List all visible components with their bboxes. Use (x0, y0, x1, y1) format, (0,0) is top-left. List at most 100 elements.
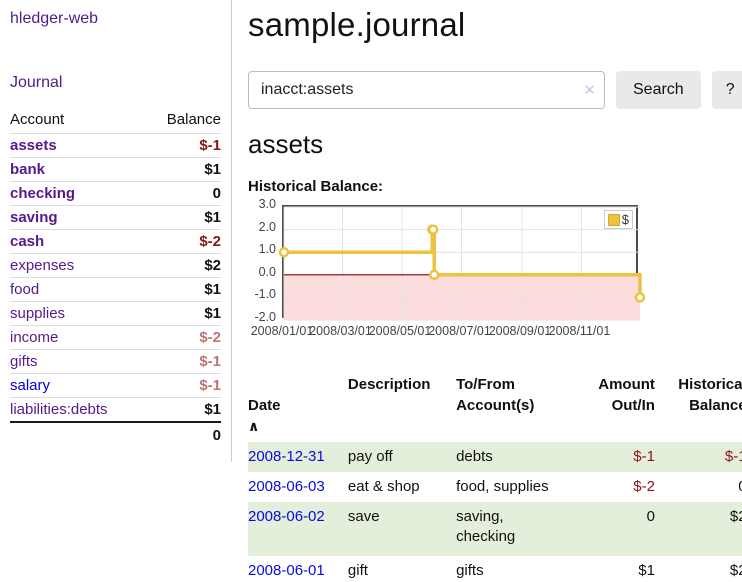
account-heading: assets (248, 129, 324, 159)
transaction-row[interactable]: 2008-06-03 eat & shop food, supplies $-20 (248, 472, 742, 502)
legend-label: $ (621, 212, 629, 227)
account-link[interactable]: assets (10, 137, 57, 154)
main-content: sample.journal ✕ Search ? assets Histori… (232, 0, 742, 582)
x-axis-tick: 2008/11/01 (548, 324, 611, 338)
y-axis-tick: -2.0 (254, 310, 276, 324)
register-header-row: Date ∧ Description To/From Account(s) Am… (248, 371, 742, 442)
y-axis-tick: 0.0 (258, 264, 276, 279)
transaction-accounts: gifts (456, 562, 484, 579)
x-axis-tick: 2008/09/01 (488, 324, 552, 338)
legend-swatch (607, 213, 620, 226)
account-balance: $2 (145, 253, 221, 278)
chart-x-axis: 2008/01/01 2008/03/01 2008/05/01 2008/07/01… (251, 324, 638, 342)
accounts-balance-table: Account Balance assets $-1 bank $1 checking 0… (10, 108, 221, 448)
account-link[interactable]: income (10, 329, 59, 346)
transaction-amount: $-2 (633, 478, 655, 495)
transaction-row[interactable]: 2008-06-01 gift gifts $1 $2 (248, 556, 742, 582)
accounts-header-balance: Balance (166, 111, 221, 128)
register-table: Date ∧ Description To/From Account(s) Am… (248, 371, 742, 582)
account-link[interactable]: checking (10, 185, 76, 202)
transaction-description: eat & shop (347, 478, 420, 495)
transaction-accounts: debts (456, 448, 493, 465)
x-axis-tick: 2008/07/01 (428, 324, 491, 338)
account-row: income $-2 (10, 325, 221, 350)
search-button[interactable]: Search (616, 71, 701, 109)
transaction-accounts: saving, checking (456, 508, 516, 545)
clear-search-icon[interactable]: ✕ (583, 82, 596, 99)
y-axis-tick: 2.0 (258, 219, 276, 234)
register-header-accounts: To/From Account(s) (456, 376, 535, 414)
transaction-date-link[interactable]: 2008-12-31 (248, 448, 325, 465)
account-link[interactable]: gifts (10, 353, 38, 370)
search-input-wrap: ✕ (248, 71, 605, 109)
transaction-description: pay off (347, 448, 393, 465)
search-input[interactable] (248, 71, 605, 109)
transaction-balance: $2 (729, 508, 742, 525)
account-row: gifts $-1 (10, 349, 221, 374)
account-link[interactable]: saving (10, 209, 58, 226)
register-header-date[interactable]: Date ∧ (248, 397, 281, 434)
sort-ascending-icon: ∧ (248, 418, 260, 434)
transaction-description: gift (347, 562, 368, 579)
account-balance: $-1 (145, 349, 221, 374)
account-balance: $1 (145, 277, 221, 302)
accounts-total-row: 0 (10, 421, 221, 448)
app-title-link[interactable]: hledger-web (10, 10, 99, 27)
account-balance: $-1 (145, 373, 221, 398)
transaction-row[interactable]: 2008-12-31 pay off debts $-1 $-1 (248, 442, 742, 472)
transaction-date-link[interactable]: 2008-06-03 (248, 478, 325, 495)
sidebar: hledger-web Journal Account Balance asse… (0, 0, 232, 462)
account-row: liabilities:debts $1 (10, 397, 221, 422)
transaction-description: save (347, 508, 380, 525)
x-axis-tick: 2008/03/01 (309, 324, 372, 338)
account-balance: 0 (145, 181, 221, 206)
transaction-date-link[interactable]: 2008-06-02 (248, 508, 325, 525)
transaction-date-link[interactable]: 2008-06-01 (248, 562, 325, 579)
register-header-description: Description (347, 376, 431, 393)
account-link[interactable]: liabilities:debts (10, 401, 108, 418)
account-row: expenses $2 (10, 253, 221, 278)
transaction-row[interactable]: 2008-06-02 save saving, checking 0 $2 (248, 502, 742, 556)
transaction-amount: $-1 (633, 448, 655, 465)
transaction-balance: $2 (729, 562, 742, 579)
account-balance: $1 (145, 397, 221, 422)
search-form: ✕ Search ? (248, 71, 742, 109)
register-header-balance: Historical Balance (678, 376, 742, 414)
transaction-balance: 0 (657, 472, 742, 502)
account-row: bank $1 (10, 157, 221, 182)
account-link[interactable]: bank (10, 161, 46, 178)
account-row: cash $-2 (10, 229, 221, 254)
transaction-amount: 0 (646, 508, 655, 525)
x-axis-tick: 2008/05/01 (368, 324, 432, 338)
account-balance: $-2 (145, 229, 221, 254)
account-row: assets $-1 (10, 133, 221, 158)
sidebar-item-journal[interactable]: Journal (10, 74, 63, 91)
transaction-balance: $-1 (724, 448, 742, 465)
account-link[interactable]: salary (10, 377, 51, 394)
account-balance: $-1 (145, 133, 221, 158)
accounts-total-spacer (10, 421, 146, 448)
account-link[interactable]: supplies (10, 305, 66, 322)
account-balance: $-2 (145, 325, 221, 350)
account-link[interactable]: expenses (10, 257, 75, 274)
account-row: food $1 (10, 277, 221, 302)
x-axis-tick: 2008/01/01 (250, 324, 314, 338)
account-row: salary $-1 (10, 373, 221, 398)
chart-title: Historical Balance: (248, 178, 384, 195)
account-row: checking 0 (10, 181, 221, 206)
account-balance: $1 (145, 157, 221, 182)
account-link[interactable]: food (10, 281, 40, 298)
y-axis-tick: 1.0 (258, 242, 276, 257)
transaction-amount: $1 (638, 562, 655, 579)
chart-plot-area: $ (278, 205, 646, 321)
transaction-accounts: food, supplies (456, 478, 549, 495)
account-link[interactable]: cash (10, 233, 45, 250)
historical-balance-chart: 3.0 2.0 1.0 0.0 -1.0 -2.0 $ 2008/01/01 2008/03… (248, 197, 742, 357)
help-button[interactable]: ? (711, 71, 742, 109)
page-title: sample.journal (248, 6, 466, 43)
chart-y-axis: 3.0 2.0 1.0 0.0 -1.0 -2.0 (248, 197, 276, 324)
account-balance: $1 (145, 301, 221, 326)
accounts-total-value: 0 (145, 421, 221, 448)
register-header-amount: Amount Out/In (598, 376, 655, 414)
